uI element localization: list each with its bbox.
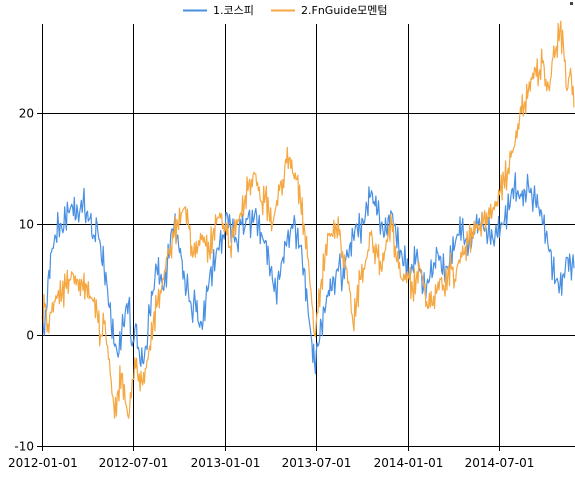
legend: 1.코스피 2.FnGuide모멘텀	[183, 4, 387, 17]
x-tick-label: 2012-07-01	[99, 456, 169, 470]
tick-labels: -10 0 10 20 2012-01-01 2012-07-01 2013-01-01 20…	[8, 107, 534, 471]
series-layer	[41, 20, 575, 419]
x-tick-label: 2014-01-01	[374, 456, 444, 470]
y-tick-label: 0	[26, 329, 34, 343]
corner-marker	[570, 2, 573, 5]
series-line-2	[41, 20, 575, 419]
y-tick-label: -10	[14, 440, 34, 454]
x-tick-label: 2012-01-01	[8, 456, 78, 470]
y-tick-label: 10	[19, 218, 34, 232]
legend-label-2: 2.FnGuide모멘텀	[301, 4, 387, 17]
series-line-1	[41, 172, 575, 375]
y-tick-label: 20	[19, 107, 34, 121]
legend-label-1: 1.코스피	[213, 4, 254, 17]
x-tick-label: 2014-07-01	[465, 456, 535, 470]
x-tick-label: 2013-01-01	[191, 456, 261, 470]
axes	[37, 24, 575, 451]
x-tick-label: 2013-07-01	[282, 456, 352, 470]
